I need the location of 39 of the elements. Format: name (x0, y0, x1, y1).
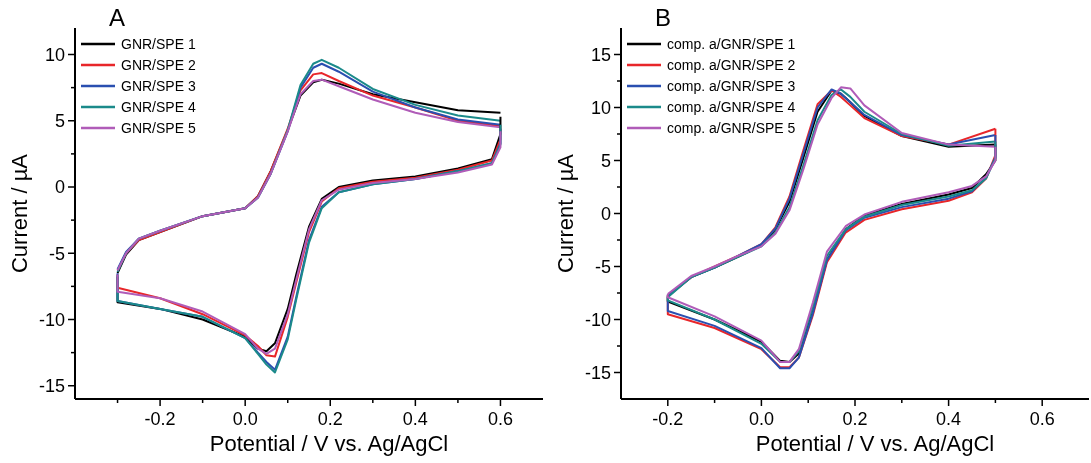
y-tick-label: 10 (590, 97, 611, 118)
x-axis-title: Potential / V vs. Ag/AgCl (755, 431, 995, 456)
y-tick-label: 5 (54, 111, 65, 132)
y-tick-label: 10 (44, 44, 65, 65)
x-tick-label: 0.0 (748, 409, 774, 429)
y-tick-label: 15 (590, 44, 611, 65)
x-tick-label: 0.2 (317, 409, 343, 429)
legend-label: GNR/SPE 3 (121, 77, 196, 94)
x-tick-label: 0.2 (842, 409, 868, 429)
x-axis-title: Potential / V vs. Ag/AgCl (209, 431, 449, 456)
chart-title: A (109, 4, 126, 31)
legend-label: comp. a/GNR/SPE 1 (667, 35, 796, 52)
x-tick-label: -0.2 (652, 409, 684, 429)
x-tick-label: 0.4 (402, 409, 428, 429)
legend-label: GNR/SPE 2 (121, 56, 196, 73)
legend-label: comp. a/GNR/SPE 4 (667, 98, 796, 115)
y-tick-label: -10 (584, 309, 611, 330)
y-tick-label: -5 (48, 243, 65, 264)
x-tick-label: 0.4 (936, 409, 962, 429)
y-tick-label: 0 (600, 203, 611, 224)
y-tick-label: -15 (584, 362, 611, 383)
y-tick-label: 5 (600, 150, 611, 171)
x-tick-label: 0.6 (1029, 409, 1055, 429)
x-tick-label: 0.0 (232, 409, 258, 429)
y-tick-label: -5 (594, 256, 611, 277)
y-axis-title: Current / µA (7, 153, 32, 274)
legend-label: comp. a/GNR/SPE 2 (667, 56, 796, 73)
x-tick-label: -0.2 (144, 409, 176, 429)
legend-label: GNR/SPE 4 (121, 98, 196, 115)
y-tick-label: -15 (38, 376, 65, 397)
legend-label: GNR/SPE 1 (121, 35, 196, 52)
legend-label: comp. a/GNR/SPE 3 (667, 77, 796, 94)
legend-label: GNR/SPE 5 (121, 119, 196, 136)
y-axis-title: Current / µA (553, 153, 578, 274)
legend-label: comp. a/GNR/SPE 5 (667, 119, 796, 136)
x-tick-label: 0.6 (487, 409, 513, 429)
chart-title: B (655, 4, 672, 31)
y-tick-label: -10 (38, 309, 65, 330)
y-tick-label: 0 (54, 177, 65, 198)
